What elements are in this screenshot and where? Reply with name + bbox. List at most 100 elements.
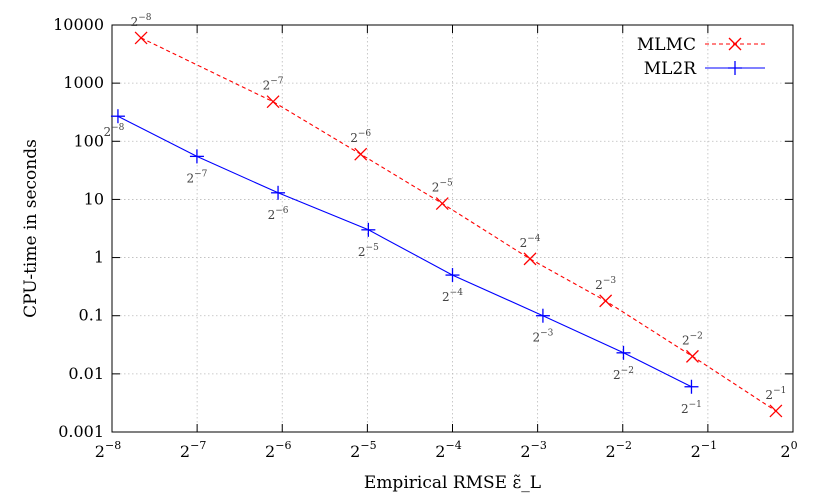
data-point-mlmc xyxy=(523,252,537,266)
y-tick-label: 1000 xyxy=(63,73,104,92)
point-label-exponent: −7 xyxy=(270,77,284,87)
point-labels: 2−82−72−62−52−42−32−22−12−82−72−62−52−42… xyxy=(103,13,786,416)
y-tick-label: 0.1 xyxy=(79,306,104,325)
point-label-base: 2 xyxy=(358,245,366,259)
x-tick-exponent: −3 xyxy=(531,439,547,452)
x-tick-label: 2−6 xyxy=(265,439,291,461)
data-point-ml2r xyxy=(189,149,204,164)
point-label: 2−7 xyxy=(186,169,207,185)
data-point-mlmc xyxy=(435,197,449,210)
data-point-mlmc xyxy=(266,95,280,109)
point-label-base: 2 xyxy=(103,125,111,139)
x-tick-exponent: −5 xyxy=(360,439,376,452)
x-tick-base: 2 xyxy=(780,442,790,461)
legend-label: MLMC xyxy=(637,35,696,55)
point-label-exponent: −1 xyxy=(773,386,786,396)
point-label-exponent: −3 xyxy=(540,329,554,339)
point-label: 2−7 xyxy=(263,77,284,93)
x-tick-label: 2−3 xyxy=(520,439,546,461)
data-point-mlmc xyxy=(685,349,699,363)
point-label: 2−2 xyxy=(682,331,703,347)
x-tick-labels: 2−8 2−7 2−6 2−5 2−4 2−3 2−2 2−1 20 xyxy=(95,439,798,461)
legend-label: ML2R xyxy=(644,59,698,79)
point-label-base: 2 xyxy=(595,278,603,292)
point-label-base: 2 xyxy=(350,131,358,145)
point-label: 2−1 xyxy=(765,386,786,402)
point-label: 2−3 xyxy=(532,329,553,345)
x-tick-exponent: −6 xyxy=(275,439,291,452)
x-tick-label: 2−4 xyxy=(435,439,461,461)
point-label: 2−5 xyxy=(432,179,453,195)
point-label-exponent: −2 xyxy=(621,366,634,376)
x-tick-label: 20 xyxy=(780,439,797,461)
x-tick-base: 2 xyxy=(350,442,360,461)
x-tick-base: 2 xyxy=(435,442,445,461)
point-label-base: 2 xyxy=(765,388,773,402)
point-label: 2−4 xyxy=(442,288,463,304)
point-label: 2−2 xyxy=(613,366,634,382)
point-label-exponent: −8 xyxy=(138,13,152,23)
x-tick-exponent: −7 xyxy=(190,439,206,452)
data-point-ml2r xyxy=(110,109,125,124)
x-tick-exponent: −4 xyxy=(445,439,461,452)
point-label: 2−6 xyxy=(268,206,289,222)
point-label-base: 2 xyxy=(613,368,621,382)
x-tick-label: 2−2 xyxy=(606,439,632,461)
data-point-ml2r xyxy=(535,308,550,323)
data-point-ml2r xyxy=(361,222,376,237)
point-label-base: 2 xyxy=(681,402,689,416)
point-label-base: 2 xyxy=(268,208,276,222)
point-label: 2−5 xyxy=(358,243,379,259)
x-axis-title: Empirical RMSE ε̃_L xyxy=(364,473,541,493)
point-label-base: 2 xyxy=(432,181,440,195)
data-point-mlmc xyxy=(769,404,783,418)
point-label-base: 2 xyxy=(532,331,540,345)
y-tick-labels: 0.001 0.01 0.1 1 10 100 1000 10000 xyxy=(53,15,104,441)
x-tick-base: 2 xyxy=(606,442,616,461)
data-point-mlmc xyxy=(134,31,148,45)
x-tick-base: 2 xyxy=(265,442,275,461)
x-tick-base: 2 xyxy=(520,442,530,461)
x-tick-label: 2−7 xyxy=(180,439,206,461)
x-tick-label: 2−5 xyxy=(350,439,376,461)
y-tick-label: 0.01 xyxy=(68,364,104,383)
point-label: 2−8 xyxy=(131,13,152,29)
chart-series xyxy=(110,31,783,418)
series-line-ml2r xyxy=(117,115,692,388)
data-point-mlmc xyxy=(599,294,613,308)
point-label-exponent: −2 xyxy=(690,331,703,341)
point-label-base: 2 xyxy=(520,236,528,250)
point-label: 2−8 xyxy=(103,123,124,139)
x-tick-label: 2−8 xyxy=(95,439,121,461)
data-point-ml2r xyxy=(271,185,286,200)
x-tick-exponent: −1 xyxy=(701,439,717,452)
y-tick-label: 0.001 xyxy=(58,422,104,441)
x-tick-exponent: 0 xyxy=(791,439,798,452)
point-label-exponent: −6 xyxy=(275,206,289,216)
x-tick-base: 2 xyxy=(95,442,105,461)
data-point-ml2r xyxy=(616,345,631,360)
point-label: 2−1 xyxy=(681,400,702,416)
data-point-mlmc xyxy=(354,147,368,161)
point-label-base: 2 xyxy=(263,79,271,93)
x-tick-exponent: −2 xyxy=(616,439,632,452)
legend-item-mlmc: MLMC xyxy=(637,35,765,55)
point-label-exponent: −6 xyxy=(358,129,372,139)
x-tick-base: 2 xyxy=(691,442,701,461)
legend-item-ml2r: ML2R xyxy=(644,59,765,79)
point-label-base: 2 xyxy=(682,333,690,347)
point-label-base: 2 xyxy=(442,290,450,304)
point-label-base: 2 xyxy=(186,171,194,185)
point-label: 2−3 xyxy=(595,276,616,292)
point-label-exponent: −5 xyxy=(439,179,453,189)
point-label-exponent: −5 xyxy=(366,243,380,253)
point-label: 2−6 xyxy=(350,129,371,145)
point-label-exponent: −8 xyxy=(111,123,125,133)
x-tick-base: 2 xyxy=(180,442,190,461)
point-label: 2−4 xyxy=(520,234,541,250)
y-axis-title: CPU-time in seconds xyxy=(21,139,41,318)
x-tick-label: 2−1 xyxy=(691,439,717,461)
y-tick-label: 100 xyxy=(73,131,104,150)
chart-axes xyxy=(111,24,794,433)
